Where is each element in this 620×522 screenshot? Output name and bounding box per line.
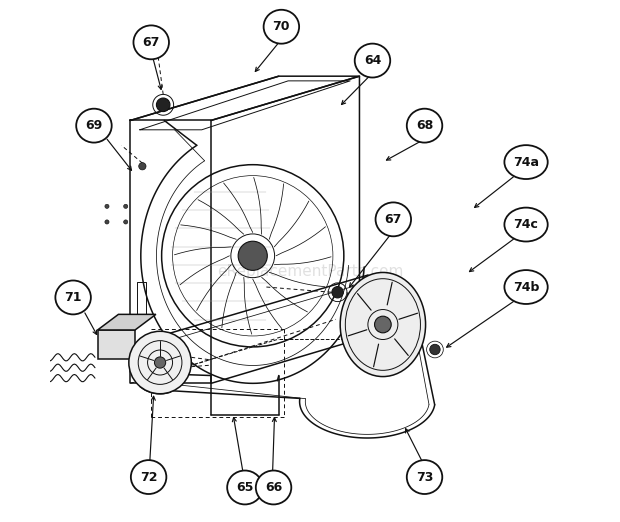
Circle shape — [123, 204, 128, 208]
Ellipse shape — [256, 470, 291, 504]
Circle shape — [105, 204, 109, 208]
Polygon shape — [97, 314, 156, 330]
Ellipse shape — [376, 203, 411, 236]
Ellipse shape — [264, 10, 299, 44]
Text: 70: 70 — [273, 20, 290, 33]
Text: 64: 64 — [364, 54, 381, 67]
Circle shape — [332, 287, 343, 298]
Text: 66: 66 — [265, 481, 282, 494]
Circle shape — [154, 357, 166, 368]
Circle shape — [238, 241, 267, 270]
Text: 71: 71 — [64, 291, 82, 304]
Circle shape — [430, 345, 440, 355]
Text: eReplacementParts.com: eReplacementParts.com — [217, 264, 403, 279]
Ellipse shape — [76, 109, 112, 143]
Text: 72: 72 — [140, 470, 157, 483]
Ellipse shape — [227, 470, 263, 504]
Circle shape — [374, 316, 391, 333]
Ellipse shape — [55, 280, 91, 314]
Circle shape — [139, 163, 146, 170]
Text: 69: 69 — [86, 119, 102, 132]
Ellipse shape — [505, 270, 547, 304]
Ellipse shape — [407, 460, 442, 494]
Circle shape — [156, 98, 170, 112]
Text: 65: 65 — [236, 481, 254, 494]
Ellipse shape — [340, 272, 425, 376]
Text: 74b: 74b — [513, 280, 539, 293]
Text: 74c: 74c — [513, 218, 539, 231]
Circle shape — [129, 331, 192, 394]
Circle shape — [123, 220, 128, 224]
Ellipse shape — [355, 44, 390, 77]
Text: 67: 67 — [143, 36, 160, 49]
Ellipse shape — [505, 145, 547, 179]
Text: 73: 73 — [416, 470, 433, 483]
Ellipse shape — [505, 208, 547, 242]
Ellipse shape — [133, 26, 169, 60]
Circle shape — [105, 220, 109, 224]
Text: 74a: 74a — [513, 156, 539, 169]
Text: 67: 67 — [384, 213, 402, 226]
FancyBboxPatch shape — [97, 330, 135, 359]
Text: 68: 68 — [416, 119, 433, 132]
Ellipse shape — [131, 460, 166, 494]
Ellipse shape — [407, 109, 442, 143]
